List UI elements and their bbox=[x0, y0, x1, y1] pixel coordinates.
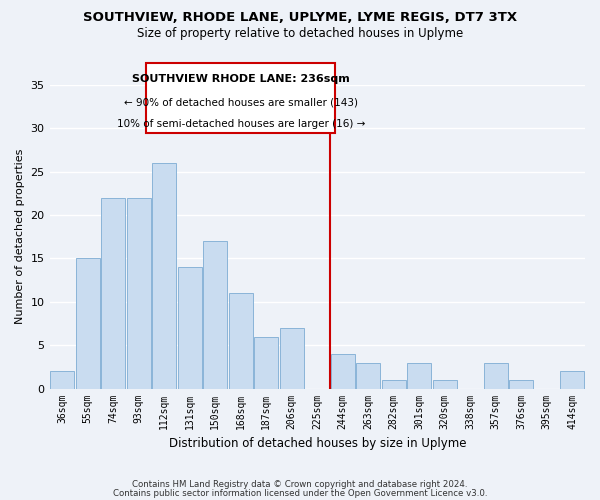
Text: Contains HM Land Registry data © Crown copyright and database right 2024.: Contains HM Land Registry data © Crown c… bbox=[132, 480, 468, 489]
Text: Contains public sector information licensed under the Open Government Licence v3: Contains public sector information licen… bbox=[113, 488, 487, 498]
Text: ← 90% of detached houses are smaller (143): ← 90% of detached houses are smaller (14… bbox=[124, 98, 358, 108]
Bar bbox=[152, 163, 176, 388]
Bar bbox=[280, 328, 304, 388]
Bar bbox=[127, 198, 151, 388]
Bar bbox=[382, 380, 406, 388]
Bar bbox=[101, 198, 125, 388]
Bar bbox=[178, 267, 202, 388]
Text: SOUTHVIEW, RHODE LANE, UPLYME, LYME REGIS, DT7 3TX: SOUTHVIEW, RHODE LANE, UPLYME, LYME REGI… bbox=[83, 11, 517, 24]
Bar bbox=[50, 371, 74, 388]
Bar bbox=[356, 362, 380, 388]
Bar bbox=[509, 380, 533, 388]
X-axis label: Distribution of detached houses by size in Uplyme: Distribution of detached houses by size … bbox=[169, 437, 466, 450]
Bar bbox=[254, 336, 278, 388]
Bar bbox=[560, 371, 584, 388]
Bar bbox=[203, 241, 227, 388]
Text: Size of property relative to detached houses in Uplyme: Size of property relative to detached ho… bbox=[137, 28, 463, 40]
Text: 10% of semi-detached houses are larger (16) →: 10% of semi-detached houses are larger (… bbox=[116, 119, 365, 129]
FancyBboxPatch shape bbox=[146, 64, 335, 132]
Bar bbox=[229, 293, 253, 388]
Text: SOUTHVIEW RHODE LANE: 236sqm: SOUTHVIEW RHODE LANE: 236sqm bbox=[132, 74, 350, 84]
Bar bbox=[433, 380, 457, 388]
Bar bbox=[76, 258, 100, 388]
Y-axis label: Number of detached properties: Number of detached properties bbox=[15, 149, 25, 324]
Bar bbox=[484, 362, 508, 388]
Bar bbox=[407, 362, 431, 388]
Bar bbox=[331, 354, 355, 388]
